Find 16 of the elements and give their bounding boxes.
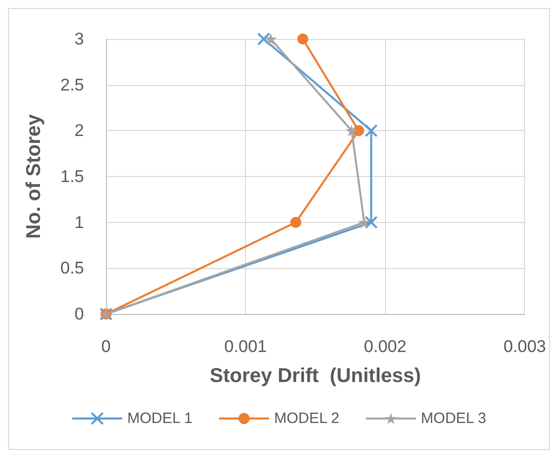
legend-label: MODEL 2 xyxy=(274,410,340,427)
y-tick-label: 1.5 xyxy=(60,167,84,186)
x-tick-label: 0 xyxy=(101,337,111,356)
x-tick-label: 0.002 xyxy=(364,337,406,356)
y-tick-label: 3 xyxy=(74,30,84,48)
y-tick-label: 2 xyxy=(74,121,84,140)
y-tick-label: 1 xyxy=(74,212,84,232)
legend-label: MODEL 3 xyxy=(420,410,486,427)
x-axis-title: Storey Drift (Unitless) xyxy=(210,365,421,387)
legend-label: MODEL 1 xyxy=(127,410,193,427)
y-tick-label: 0.5 xyxy=(60,258,84,278)
x-tick-label: 0.001 xyxy=(224,337,267,356)
y-axis-title: No. of Storey xyxy=(23,113,45,239)
y-tick-label: 0 xyxy=(74,304,84,324)
x-tick-label: 0.003 xyxy=(503,337,546,356)
y-tick-label: 2.5 xyxy=(60,75,84,94)
